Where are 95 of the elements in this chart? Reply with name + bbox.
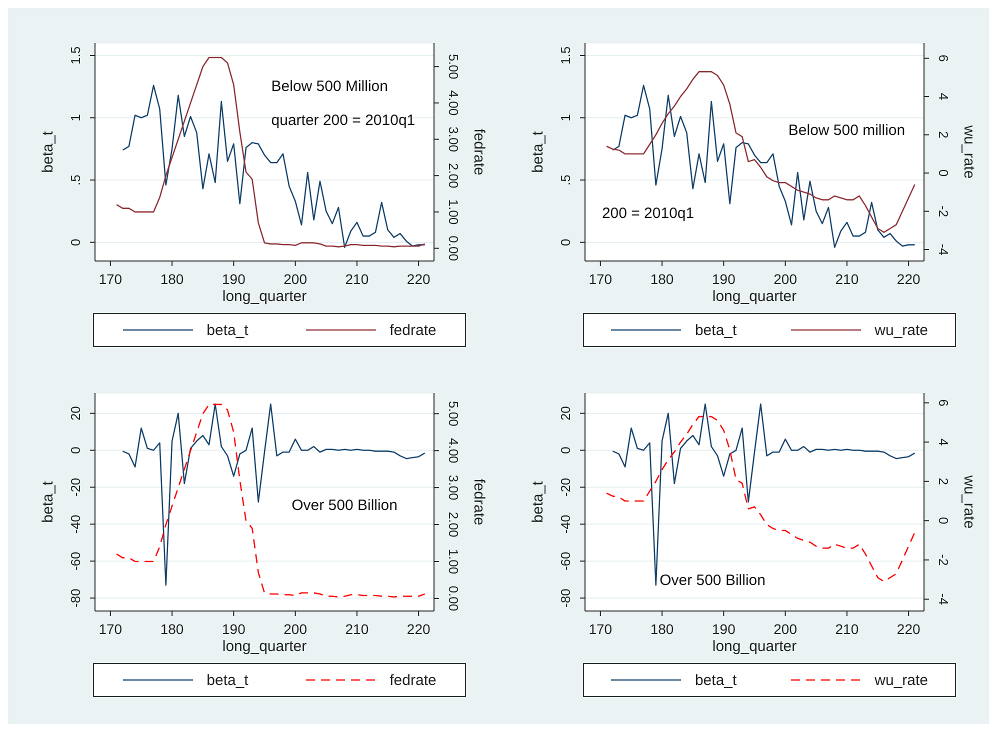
- y-axis-title: beta_t: [39, 480, 56, 523]
- y-axis-title: beta_t: [529, 130, 546, 173]
- x-tick-label: 200: [284, 620, 308, 637]
- x-tick-label: 200: [774, 270, 798, 287]
- y-axis-title: beta_t: [39, 130, 56, 173]
- y2-tick-label: 2: [936, 131, 951, 138]
- line-series: [116, 56, 426, 248]
- y2-tick-label: 3.00: [446, 474, 461, 500]
- y-tick-label: -60: [68, 552, 83, 571]
- x-tick-label: 180: [160, 620, 184, 637]
- x-tick-label: 210: [835, 270, 859, 287]
- x-axis-title: long_quarter: [222, 288, 307, 305]
- annotation: Below 500 million: [788, 122, 906, 140]
- annotation: quarter 200 = 2010q1: [271, 112, 416, 129]
- y2-tick-label: 2.00: [446, 162, 461, 188]
- y-tick-label: -20: [68, 478, 83, 497]
- x-tick-label: 220: [896, 620, 920, 637]
- y2-tick-label: 1.00: [446, 199, 461, 225]
- x-axis-title: long_quarter: [712, 288, 797, 305]
- x-axis-title: long_quarter: [712, 638, 797, 655]
- y-axis-title: beta_t: [529, 480, 546, 523]
- y-tick-label: 20: [68, 406, 83, 421]
- y2-tick-label: 5.00: [446, 54, 461, 80]
- x-tick-label: 180: [650, 270, 674, 287]
- y2-tick-label: 4: [936, 92, 951, 100]
- y2-tick-label: 2.00: [446, 512, 461, 538]
- y2-tick-label: 3.00: [446, 126, 461, 152]
- y-tick-label: 1: [558, 114, 573, 122]
- x-tick-label: 180: [650, 620, 674, 637]
- y-tick-label: 0: [558, 446, 573, 454]
- y-tick-label: 20: [558, 406, 573, 421]
- y-tick-label: -80: [68, 588, 83, 608]
- legend-label: wu_rate: [874, 322, 928, 338]
- legend-label: beta_t: [694, 672, 737, 688]
- x-tick-label: 190: [712, 620, 736, 637]
- y2-axis-title: fedrate: [470, 128, 488, 176]
- y2-tick-label: 4.00: [446, 90, 461, 116]
- y2-tick-label: 6: [936, 399, 951, 406]
- y2-tick-label: -2: [936, 206, 951, 218]
- y-tick-label: 1.5: [558, 46, 573, 64]
- y-tick-label: 0: [68, 446, 83, 454]
- legend-label: beta_t: [206, 322, 248, 338]
- y2-axis-title: fedrate: [470, 478, 488, 526]
- y2-tick-label: 4.00: [446, 438, 461, 464]
- y2-tick-label: -4: [936, 593, 951, 605]
- x-tick-label: 210: [345, 270, 369, 287]
- y2-tick-label: 2: [936, 478, 951, 485]
- annotation: Below 500 Million: [271, 78, 388, 96]
- y2-tick-label: 6: [936, 54, 951, 62]
- y-tick-label: -20: [558, 478, 573, 497]
- y-tick-label: 0: [68, 238, 83, 246]
- y2-tick-label: 0: [936, 517, 951, 524]
- x-tick-label: 170: [588, 270, 612, 287]
- x-tick-label: 190: [712, 270, 736, 287]
- y2-tick-label: 1.00: [446, 548, 461, 574]
- y-tick-label: -40: [558, 514, 573, 534]
- legend-label: fedrate: [390, 672, 436, 688]
- y2-tick-label: -2: [936, 554, 951, 566]
- legend-label: beta_t: [694, 322, 737, 338]
- x-tick-label: 220: [896, 270, 920, 287]
- annotation: 200 = 2010q1: [602, 205, 694, 222]
- y-tick-label: .5: [68, 174, 83, 186]
- y-tick-label: .5: [558, 174, 573, 186]
- y2-tick-label: 0: [936, 169, 951, 177]
- y-tick-label: -40: [68, 514, 83, 534]
- annotation: Over 500 Billion: [660, 572, 766, 589]
- x-tick-label: 190: [222, 620, 246, 637]
- legend-label: beta_t: [206, 672, 248, 688]
- x-tick-label: 220: [406, 620, 430, 637]
- y2-tick-label: 4: [936, 438, 951, 446]
- x-tick-label: 220: [406, 270, 430, 287]
- y-tick-label: 1: [68, 114, 83, 122]
- y-tick-label: 1.5: [68, 46, 83, 64]
- y-tick-label: -80: [558, 588, 573, 608]
- x-tick-label: 210: [345, 620, 369, 637]
- legend-label: wu_rate: [874, 672, 928, 688]
- x-tick-label: 200: [284, 270, 308, 287]
- x-tick-label: 190: [222, 270, 246, 287]
- x-tick-label: 210: [835, 620, 859, 637]
- x-tick-label: 200: [774, 620, 798, 637]
- y2-axis-title: wu_rate: [960, 124, 978, 179]
- x-tick-label: 170: [98, 620, 122, 637]
- x-tick-label: 170: [98, 270, 122, 287]
- y2-tick-label: 0.00: [446, 586, 461, 612]
- y2-tick-label: 0.00: [446, 236, 461, 261]
- y-tick-label: -60: [558, 552, 573, 571]
- x-tick-label: 170: [588, 620, 612, 637]
- y-tick-label: 0: [558, 238, 573, 246]
- x-axis-title: long_quarter: [222, 638, 307, 655]
- y2-axis-title: wu_rate: [960, 474, 978, 529]
- annotation: Over 500 Billion: [292, 497, 398, 514]
- x-tick-label: 180: [160, 270, 184, 287]
- legend-label: fedrate: [390, 322, 436, 338]
- y2-tick-label: -4: [936, 244, 951, 256]
- y2-tick-label: 5.00: [446, 401, 461, 426]
